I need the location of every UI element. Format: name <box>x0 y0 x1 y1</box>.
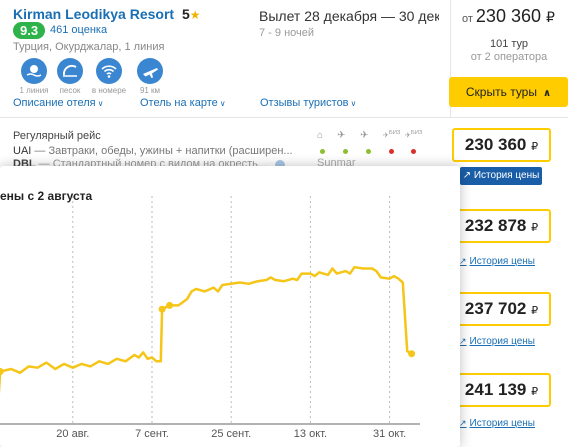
price-history-link[interactable]: ↗ История цены <box>459 418 535 429</box>
airport-icon <box>137 58 163 84</box>
hide-tours-button[interactable]: Скрыть туры ∧ <box>449 77 568 107</box>
hide-tours-label[interactable]: Скрыть туры <box>465 85 537 99</box>
biz-label: БИЗ <box>410 130 423 136</box>
chevron-down-icon: ∨ <box>219 99 226 108</box>
hotel-name[interactable]: Kirman Leodikya Resort 5★ <box>13 6 201 22</box>
chart-point[interactable] <box>408 350 416 358</box>
currency-symbol: ₽ <box>546 9 555 25</box>
hotel-stars: 5★ <box>182 6 201 22</box>
wifi-icon <box>96 58 122 84</box>
chart-x-tick-label: 7 сент. <box>135 428 169 440</box>
chevron-down-icon: ∨ <box>97 99 104 108</box>
hotel-map-label[interactable]: Отель на карте <box>140 97 218 109</box>
business-class-icon: ✈БИЗ <box>405 130 423 140</box>
chart-icon: ↗ <box>462 170 472 181</box>
price-summary-panel <box>450 0 568 118</box>
chart-x-tick-label: 13 окт. <box>294 428 327 440</box>
chart-point[interactable] <box>166 301 174 309</box>
flight-type: Регулярный рейс <box>13 130 101 142</box>
trip-dates: Вылет 28 декабря — 30 дек... <box>259 8 439 24</box>
sand-icon <box>57 58 83 84</box>
price-value[interactable]: 237 702 <box>464 299 527 318</box>
from-price: от 230 360 ₽ <box>462 6 555 27</box>
amenity-airport: 91 км <box>130 58 170 95</box>
reviews-link[interactable]: 461 оценка <box>50 24 108 36</box>
status-dot <box>343 149 348 154</box>
meal-text: — Завтраки, обеды, ужины + напитки (расш… <box>31 145 293 157</box>
hotel-description-label[interactable]: Описание отеля <box>13 97 96 109</box>
currency-symbol: ₽ <box>531 305 539 317</box>
price-history-label[interactable]: История цены <box>469 418 535 429</box>
status-dot <box>366 149 371 154</box>
chart-x-tick-label: 20 авг. <box>56 428 89 440</box>
stars-count: 5 <box>181 6 190 22</box>
chart-icon: ↗ <box>459 418 467 428</box>
hotel-map-link[interactable]: Отель на карте ∨ <box>140 97 226 109</box>
price-history-button-active[interactable]: ↗ История цены <box>460 167 542 185</box>
beach-line-icon <box>21 58 47 84</box>
chart-x-tick-label: 25 сент. <box>211 428 251 440</box>
price-history-label[interactable]: История цены <box>469 256 535 267</box>
from-price-value: 230 360 <box>475 6 541 26</box>
chart-x-tick-label: 31 окт. <box>373 428 406 440</box>
chevron-up-icon: ∧ <box>542 88 552 99</box>
tour-price-button[interactable]: 230 360 ₽ <box>452 128 551 162</box>
meal-code: UAI <box>13 145 32 157</box>
price-history-line <box>0 265 413 395</box>
currency-symbol: ₽ <box>531 222 539 234</box>
trip-nights: 7 - 9 ночей <box>259 27 315 39</box>
plane-icon: ✈ <box>337 130 346 141</box>
info-icon[interactable] <box>275 160 285 170</box>
amenity-caption: в номере <box>91 86 127 95</box>
chart-icon: ↗ <box>459 256 467 266</box>
currency-symbol: ₽ <box>531 141 539 153</box>
popup-title: ены с 2 августа <box>0 189 93 203</box>
hotel-name-text[interactable]: Kirman Leodikya Resort <box>13 6 175 22</box>
divider <box>0 117 568 118</box>
chart-icon: ↗ <box>459 336 467 346</box>
chevron-down-icon: ∨ <box>350 99 357 108</box>
price-history-chart: 20 авг. 7 сент. 25 сент. 13 окт. 31 окт. <box>0 196 420 440</box>
hotel-location: Турция, Окурджалар, 1 линия <box>13 41 165 53</box>
status-dot <box>389 149 394 154</box>
business-class-icon: ✈БИЗ <box>383 130 401 140</box>
meal-info: UAI — Завтраки, обеды, ужины + напитки (… <box>13 145 303 157</box>
price-history-link[interactable]: ↗ История цены <box>459 336 535 347</box>
chart-point[interactable] <box>0 368 4 375</box>
transfer-icon: ⌂ <box>317 130 324 141</box>
amenity-sand: песок <box>50 58 90 95</box>
biz-label: БИЗ <box>388 130 401 136</box>
amenity-wifi: в номере <box>89 58 129 95</box>
amenity-beach-line: 1 линия <box>14 58 54 95</box>
rating-badge: 9.3 <box>13 22 46 39</box>
hotel-reviews-label[interactable]: Отзывы туристов <box>260 97 349 109</box>
star-icon: ★ <box>189 8 201 22</box>
tours-count: 101 тур <box>489 38 529 50</box>
plane-icon: ✈ <box>360 130 369 141</box>
chart-point[interactable] <box>158 305 166 313</box>
status-dot <box>320 149 325 154</box>
currency-symbol: ₽ <box>531 386 539 398</box>
price-history-label[interactable]: История цены <box>473 170 540 181</box>
hotel-description-link[interactable]: Описание отеля ∨ <box>13 97 103 109</box>
from-label: от <box>462 13 473 25</box>
tour-price-button[interactable]: 232 878 ₽ <box>452 209 551 243</box>
price-history-link[interactable]: ↗ История цены <box>459 256 535 267</box>
hotel-reviews-link[interactable]: Отзывы туристов ∨ <box>260 97 356 109</box>
status-dot <box>411 149 416 154</box>
amenity-caption: песок <box>59 86 81 95</box>
tour-price-button[interactable]: 237 702 ₽ <box>452 292 551 326</box>
price-value[interactable]: 241 139 <box>464 380 527 399</box>
operators-count: от 2 оператора <box>470 51 548 63</box>
amenity-caption: 91 км <box>139 86 161 95</box>
price-history-label[interactable]: История цены <box>469 336 535 347</box>
price-value[interactable]: 232 878 <box>464 216 527 235</box>
amenity-caption: 1 линия <box>19 86 49 95</box>
price-history-popup <box>0 166 460 447</box>
price-value[interactable]: 230 360 <box>464 135 527 154</box>
tour-price-button[interactable]: 241 139 ₽ <box>452 373 551 407</box>
